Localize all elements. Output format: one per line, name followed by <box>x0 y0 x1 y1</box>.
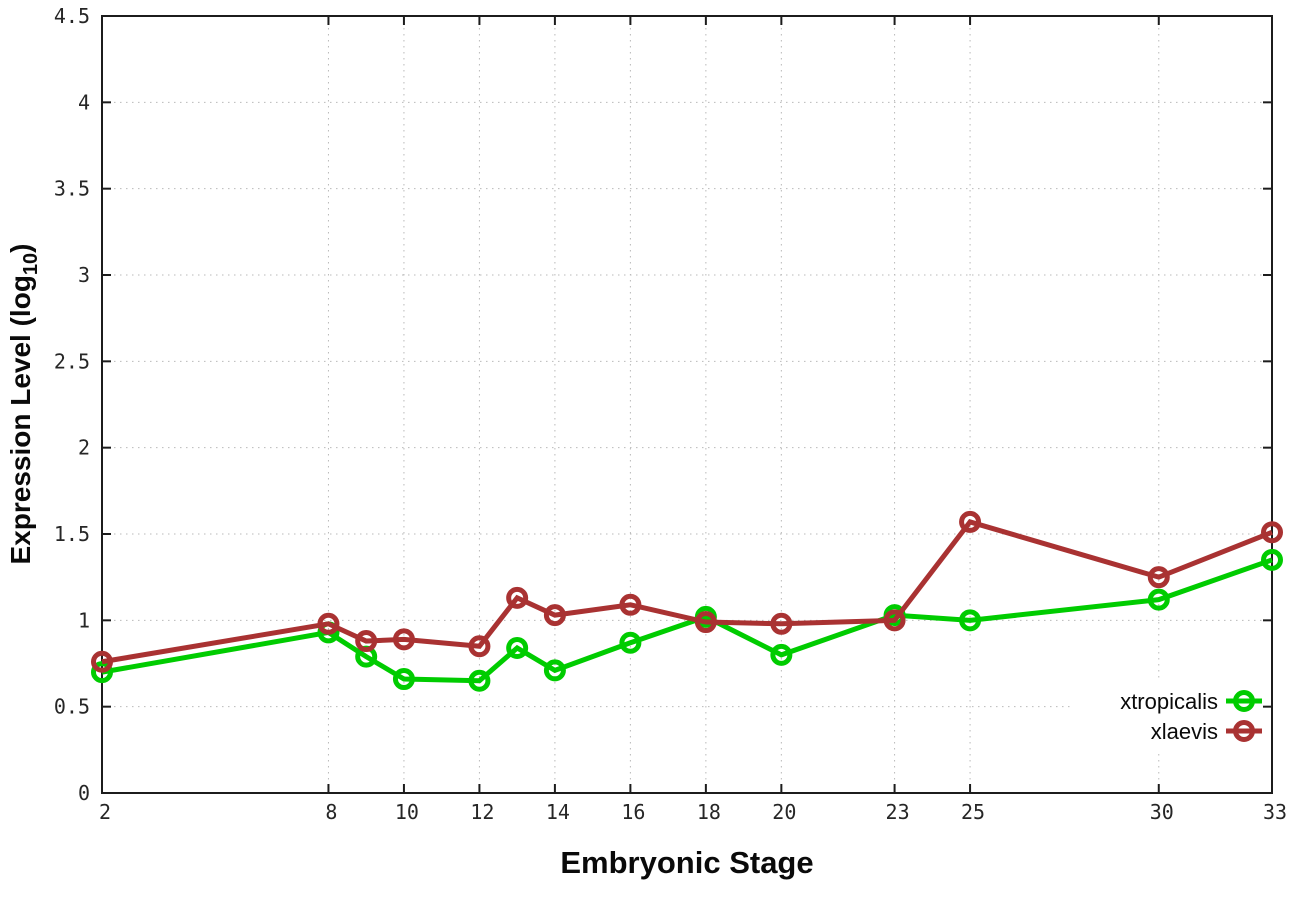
legend: xtropicalis xlaevis <box>1072 682 1262 750</box>
x-tick-label: 25 <box>961 800 985 824</box>
grid-layer <box>102 16 1272 793</box>
data-point-xtropicalis <box>506 636 529 659</box>
x-tick-label: 16 <box>621 800 645 824</box>
data-point-xlaevis <box>694 611 717 634</box>
x-tick-label: 18 <box>697 800 721 824</box>
data-point-xlaevis <box>392 628 415 651</box>
x-tick-label: 8 <box>325 800 337 824</box>
data-point-xlaevis <box>317 612 340 635</box>
data-point-xlaevis <box>770 612 793 635</box>
data-point-xtropicalis <box>1147 588 1170 611</box>
series-xtropicalis <box>91 548 1283 692</box>
y-axis-label-subscript: 10 <box>20 253 42 275</box>
y-tick-label: 2 <box>78 436 90 460</box>
y-tick-label: 4 <box>78 90 90 114</box>
legend-label-xtropicalis: xtropicalis <box>1120 689 1218 714</box>
x-tick-label: 14 <box>546 800 570 824</box>
data-point-xtropicalis <box>91 661 113 684</box>
data-point-xtropicalis <box>959 609 982 632</box>
data-point-xlaevis <box>1261 521 1283 544</box>
legend-entry-xtropicalis: xtropicalis <box>1120 689 1262 714</box>
data-point-xtropicalis <box>770 643 793 666</box>
legend-entry-xlaevis: xlaevis <box>1151 719 1262 744</box>
y-tick-label: 4.5 <box>54 4 90 28</box>
data-point-xlaevis <box>355 630 378 653</box>
data-point-xlaevis <box>91 650 113 673</box>
y-tick-label: 3 <box>78 263 90 287</box>
tick-label-layer: 2 8 10 12 14 16 18 20 23 25 30 33 0 0.5 1 1.5 2 2.5 3 3.5 4 4… <box>54 4 1287 824</box>
y-axis-label-main: Expression Level (log <box>5 275 36 564</box>
data-point-xlaevis <box>959 510 982 533</box>
series-xlaevis <box>91 510 1283 673</box>
data-point-xtropicalis <box>619 631 642 654</box>
series-layer <box>91 510 1283 692</box>
x-tick-label: 10 <box>395 800 419 824</box>
y-axis-label: Expression Level (log10) <box>5 244 42 565</box>
y-tick-label: 3.5 <box>54 177 90 201</box>
x-tick-label: 2 <box>99 800 111 824</box>
y-axis-label-close: ) <box>5 244 36 253</box>
y-tick-label: 0 <box>78 781 90 805</box>
y-tick-label: 1.5 <box>54 522 90 546</box>
data-point-xtropicalis <box>543 659 566 682</box>
plot-border <box>101 15 1273 794</box>
y-tick-label: 2.5 <box>54 349 90 373</box>
x-tick-label: 23 <box>886 800 910 824</box>
data-point-xlaevis <box>883 609 906 632</box>
x-axis-label: Embryonic Stage <box>560 845 813 880</box>
x-tick-label: 12 <box>470 800 494 824</box>
x-tick-label: 20 <box>772 800 796 824</box>
data-point-xlaevis <box>619 593 642 616</box>
tick-layer <box>101 15 1273 794</box>
x-tick-label: 30 <box>1150 800 1174 824</box>
data-point-xtropicalis <box>1261 548 1283 571</box>
data-point-xtropicalis <box>392 668 415 691</box>
legend-label-xlaevis: xlaevis <box>1151 719 1218 744</box>
legend-background <box>1072 682 1262 750</box>
y-tick-label: 0.5 <box>54 695 90 719</box>
x-tick-label: 33 <box>1263 800 1287 824</box>
data-point-xtropicalis <box>468 669 491 692</box>
data-point-xlaevis <box>1147 566 1170 589</box>
legend-sample-marker-xlaevis <box>1233 720 1255 742</box>
y-tick-label: 1 <box>78 608 90 632</box>
legend-sample-marker-xtropicalis <box>1233 690 1255 712</box>
data-point-xlaevis <box>468 635 491 658</box>
data-point-xlaevis <box>543 604 566 627</box>
data-point-xlaevis <box>506 586 529 609</box>
